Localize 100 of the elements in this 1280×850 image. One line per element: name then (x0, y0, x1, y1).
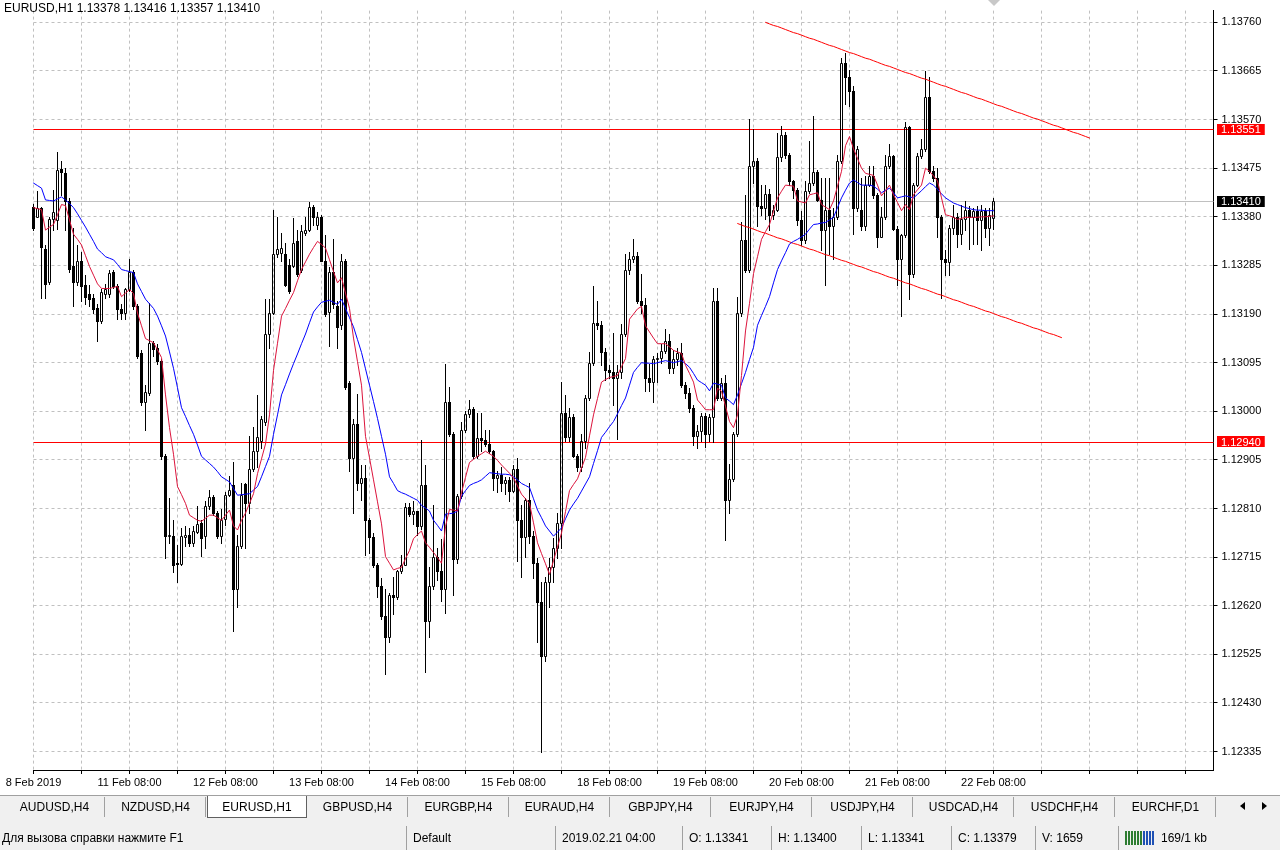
candlestick (712, 287, 715, 444)
candlestick (388, 592, 391, 644)
y-tick-label: 1.13760 (1221, 15, 1262, 28)
candlestick (700, 412, 703, 443)
x-tick-label: 11 Feb 08:00 (97, 775, 162, 788)
candlestick (48, 216, 51, 286)
y-tick-label: 1.12620 (1221, 598, 1262, 611)
candlestick (300, 224, 303, 274)
text: 2019.02.21 04:00 (562, 830, 656, 847)
candlestick (504, 476, 507, 496)
y-tick-label: 1.12715 (1221, 550, 1262, 563)
candlestick (56, 151, 59, 231)
candlestick (864, 175, 867, 232)
y-tick-label: 1.13380 (1221, 209, 1262, 222)
candlestick (824, 177, 827, 287)
ref-line-label: 1.13410 (1221, 195, 1261, 207)
candlestick (660, 343, 663, 365)
candlestick (964, 200, 967, 232)
text: H: 1.13400 (778, 830, 837, 847)
candlestick (108, 269, 111, 299)
candlestick (256, 394, 259, 469)
y-tick-label: 1.12810 (1221, 501, 1262, 514)
candlestick (764, 184, 767, 221)
text: USDCAD,H4 (914, 797, 1014, 817)
candlestick (76, 244, 79, 287)
text: GBPUSD,H4 (308, 797, 408, 817)
text: GBPJPY,H4 (611, 797, 711, 817)
candlestick (960, 204, 963, 246)
y-tick-label: 1.13475 (1221, 161, 1262, 174)
candlestick (560, 381, 563, 550)
candlestick (280, 232, 283, 263)
candlestick (500, 466, 503, 493)
text: O: 1.13341 (689, 830, 749, 847)
candlestick (524, 497, 527, 559)
text: EURGBP,H4 (409, 797, 509, 817)
chart-title: EURUSD,H1 1.13378 1.13416 1.13357 1.13410 (4, 1, 261, 16)
candlestick (384, 588, 387, 676)
ref-line-label: 1.12940 (1221, 435, 1261, 448)
x-tick-label: 22 Feb 08:00 (961, 775, 1026, 788)
x-tick-label: 8 Feb 2019 (5, 775, 62, 788)
candlestick (984, 207, 987, 239)
x-tick-label: 14 Feb 08:00 (385, 775, 450, 788)
x-tick-label: 19 Feb 08:00 (673, 775, 738, 788)
candlestick (116, 283, 119, 321)
text: AUDUSD,H4 (5, 797, 105, 817)
y-tick-label: 1.13285 (1221, 258, 1262, 271)
candlestick (100, 288, 103, 325)
text: USDCHF,H4 (1015, 797, 1115, 817)
candlestick (412, 500, 415, 526)
y-tick-label: 1.12335 (1221, 744, 1262, 757)
x-tick-label: 13 Feb 08:00 (289, 775, 354, 788)
text: C: 1.13379 (958, 830, 1017, 847)
text: 169/1 kb (1161, 830, 1208, 847)
x-tick-label: 12 Feb 08:00 (193, 775, 258, 788)
candlestick (804, 180, 807, 245)
x-tick-label: 20 Feb 08:00 (769, 775, 834, 788)
candlestick (480, 412, 483, 453)
text: NZDUSD,H4 (106, 797, 206, 817)
candlestick (404, 502, 407, 566)
candlestick (768, 188, 771, 232)
text: L: 1.13341 (868, 830, 925, 847)
candlestick (476, 412, 479, 460)
candlestick (980, 204, 983, 252)
candlestick (312, 204, 315, 227)
y-tick-label: 1.12525 (1221, 647, 1262, 660)
y-tick-label: 1.12430 (1221, 696, 1262, 708)
candlestick (204, 500, 207, 550)
candlestick (32, 203, 35, 232)
candlestick (976, 205, 979, 246)
x-tick-label: 21 Feb 08:00 (865, 775, 930, 788)
candlestick (444, 363, 447, 615)
text: EURCHF,D1 (1116, 797, 1216, 817)
candlestick (656, 352, 659, 384)
candlestick (248, 435, 251, 515)
candlestick (956, 212, 959, 249)
candlestick (552, 537, 555, 584)
y-tick-label: 1.13570 (1221, 112, 1262, 125)
candlestick (224, 491, 227, 527)
ref-line-label: 1.13551 (1221, 122, 1261, 135)
x-tick-label: 15 Feb 08:00 (481, 775, 546, 788)
text: Для вызова справки нажмите F1 (2, 830, 184, 847)
candlestick (704, 412, 707, 449)
candlestick (188, 527, 191, 548)
text: EURJPY,H4 (712, 797, 812, 817)
candlestick (652, 355, 655, 404)
candlestick (860, 177, 863, 232)
y-tick-label: 1.13665 (1221, 64, 1262, 77)
candlestick (220, 508, 223, 545)
candlestick (828, 177, 831, 256)
candlestick (748, 118, 751, 274)
y-tick-label: 1.13000 (1221, 404, 1262, 417)
y-tick-label: 1.13095 (1221, 355, 1262, 368)
candlestick (192, 525, 195, 548)
text: USDJPY,H4 (813, 797, 913, 817)
candlestick (88, 284, 91, 308)
y-tick-label: 1.12905 (1221, 452, 1262, 465)
candlestick (992, 197, 995, 231)
text: V: 1659 (1042, 830, 1083, 847)
text: Default (413, 830, 452, 847)
x-tick-label: 18 Feb 08:00 (577, 775, 642, 788)
